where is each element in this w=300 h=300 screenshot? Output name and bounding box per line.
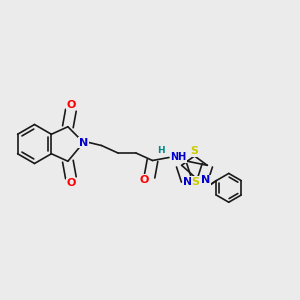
Text: H: H: [157, 146, 164, 155]
Text: S: S: [192, 177, 200, 187]
Text: N: N: [183, 177, 193, 187]
Text: O: O: [66, 100, 76, 110]
Text: NH: NH: [170, 152, 187, 163]
Text: N: N: [79, 137, 88, 148]
Text: S: S: [190, 146, 199, 157]
Text: N: N: [201, 176, 210, 185]
Text: O: O: [66, 178, 76, 188]
Text: O: O: [140, 175, 149, 185]
